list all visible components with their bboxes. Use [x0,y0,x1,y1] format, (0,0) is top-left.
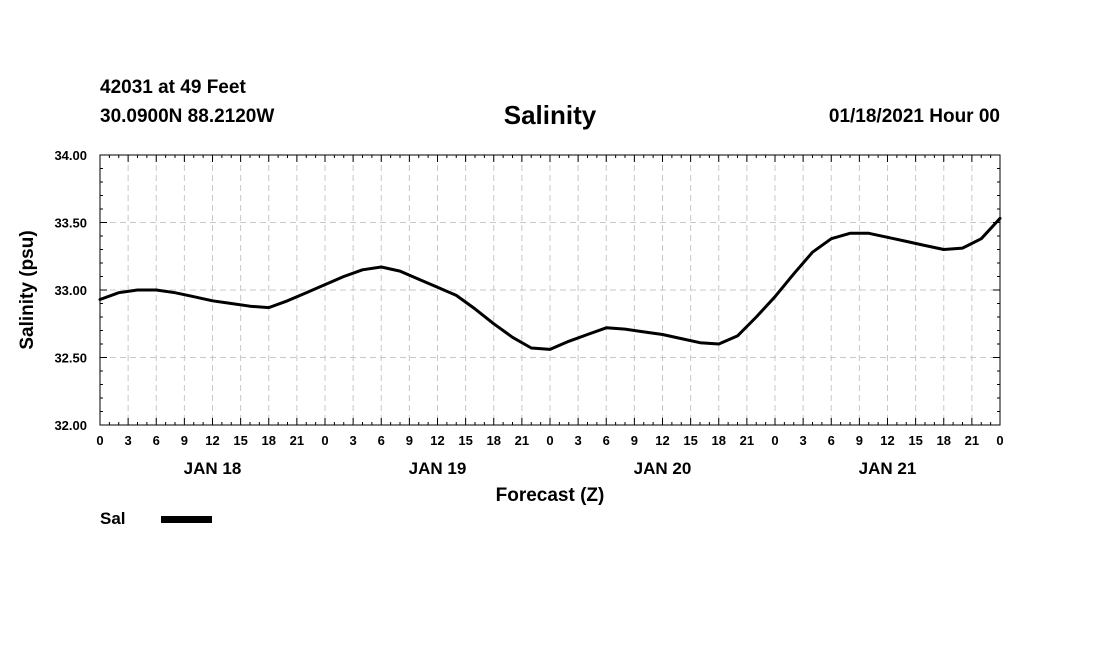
y-tick-label: 32.00 [54,418,87,433]
day-label: JAN 21 [859,459,917,478]
x-tick-label: 18 [712,433,726,448]
x-tick-label: 21 [515,433,529,448]
x-tick-label: 21 [965,433,979,448]
x-tick-label: 3 [575,433,582,448]
x-axis-title: Forecast (Z) [496,485,605,506]
day-label: JAN 19 [409,459,467,478]
day-label: JAN 18 [184,459,242,478]
x-tick-label: 9 [406,433,413,448]
x-tick-label: 15 [683,433,697,448]
chart-title: Salinity [503,100,597,130]
x-tick-label: 21 [740,433,754,448]
x-tick-label: 0 [996,433,1003,448]
x-tick-label: 3 [800,433,807,448]
x-tick-label: 0 [546,433,553,448]
station-label: 42031 at 49 Feet [100,77,246,98]
series-line-sal [98,216,1002,351]
forecast-time: 01/18/2021 Hour 00 [828,106,1000,127]
x-tick-label: 3 [125,433,132,448]
x-tick-label: 15 [908,433,922,448]
y-tick-label: 34.00 [54,148,87,163]
x-tick-label: 6 [603,433,610,448]
x-tick-label: 12 [880,433,894,448]
x-tick-label: 0 [96,433,103,448]
x-tick-label: 0 [321,433,328,448]
x-tick-label: 6 [153,433,160,448]
x-tick-label: 9 [181,433,188,448]
day-label: JAN 20 [634,459,692,478]
y-tick-label: 33.00 [54,283,87,298]
x-tick-label: 3 [350,433,357,448]
legend-swatch [161,516,212,523]
x-tick-label: 15 [458,433,472,448]
x-tick-label: 12 [205,433,219,448]
y-axis-title: Salinity (psu) [17,230,38,349]
x-tick-label: 15 [233,433,247,448]
station-coordinates: 30.0900N 88.2120W [100,106,275,127]
x-tick-label: 12 [655,433,669,448]
x-tick-label: 6 [378,433,385,448]
x-tick-label: 9 [856,433,863,448]
x-tick-label: 18 [487,433,501,448]
y-tick-label: 32.50 [54,351,87,366]
x-tick-label: 12 [430,433,444,448]
legend-label: Sal [100,509,126,528]
x-tick-label: 6 [828,433,835,448]
y-tick-label: 33.50 [54,216,87,231]
x-tick-label: 9 [631,433,638,448]
x-tick-label: 18 [262,433,276,448]
x-tick-label: 21 [290,433,304,448]
x-tick-label: 0 [771,433,778,448]
x-tick-label: 18 [937,433,951,448]
